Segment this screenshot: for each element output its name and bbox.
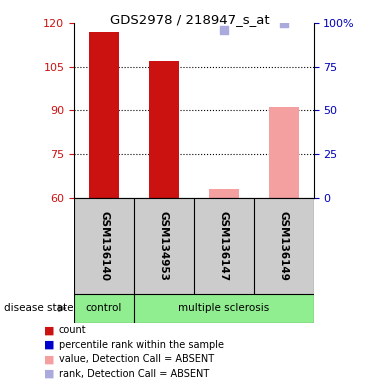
- Text: GSM134953: GSM134953: [159, 211, 169, 281]
- Text: rank, Detection Call = ABSENT: rank, Detection Call = ABSENT: [59, 369, 209, 379]
- Bar: [89, 32, 119, 198]
- Text: GSM136149: GSM136149: [279, 211, 288, 281]
- Text: GDS2978 / 218947_s_at: GDS2978 / 218947_s_at: [110, 13, 270, 26]
- Text: multiple sclerosis: multiple sclerosis: [178, 303, 269, 313]
- Text: count: count: [59, 325, 87, 335]
- Text: ■: ■: [44, 325, 54, 335]
- Text: GSM136147: GSM136147: [219, 211, 229, 281]
- Point: [161, 12, 167, 18]
- Text: control: control: [86, 303, 122, 313]
- Text: percentile rank within the sample: percentile rank within the sample: [59, 340, 224, 350]
- Point: [221, 27, 227, 33]
- Bar: [134, 198, 194, 294]
- Text: disease state: disease state: [4, 303, 73, 313]
- Bar: [209, 189, 239, 198]
- Text: ■: ■: [44, 369, 54, 379]
- Text: value, Detection Call = ABSENT: value, Detection Call = ABSENT: [59, 354, 214, 364]
- Bar: [194, 198, 254, 294]
- Bar: [74, 198, 134, 294]
- Bar: [149, 61, 179, 198]
- Point: [280, 20, 287, 26]
- Text: ■: ■: [44, 354, 54, 364]
- Text: ■: ■: [44, 340, 54, 350]
- Text: GSM136140: GSM136140: [99, 211, 109, 281]
- Bar: [253, 198, 314, 294]
- Bar: [269, 108, 299, 198]
- Point: [101, 12, 107, 18]
